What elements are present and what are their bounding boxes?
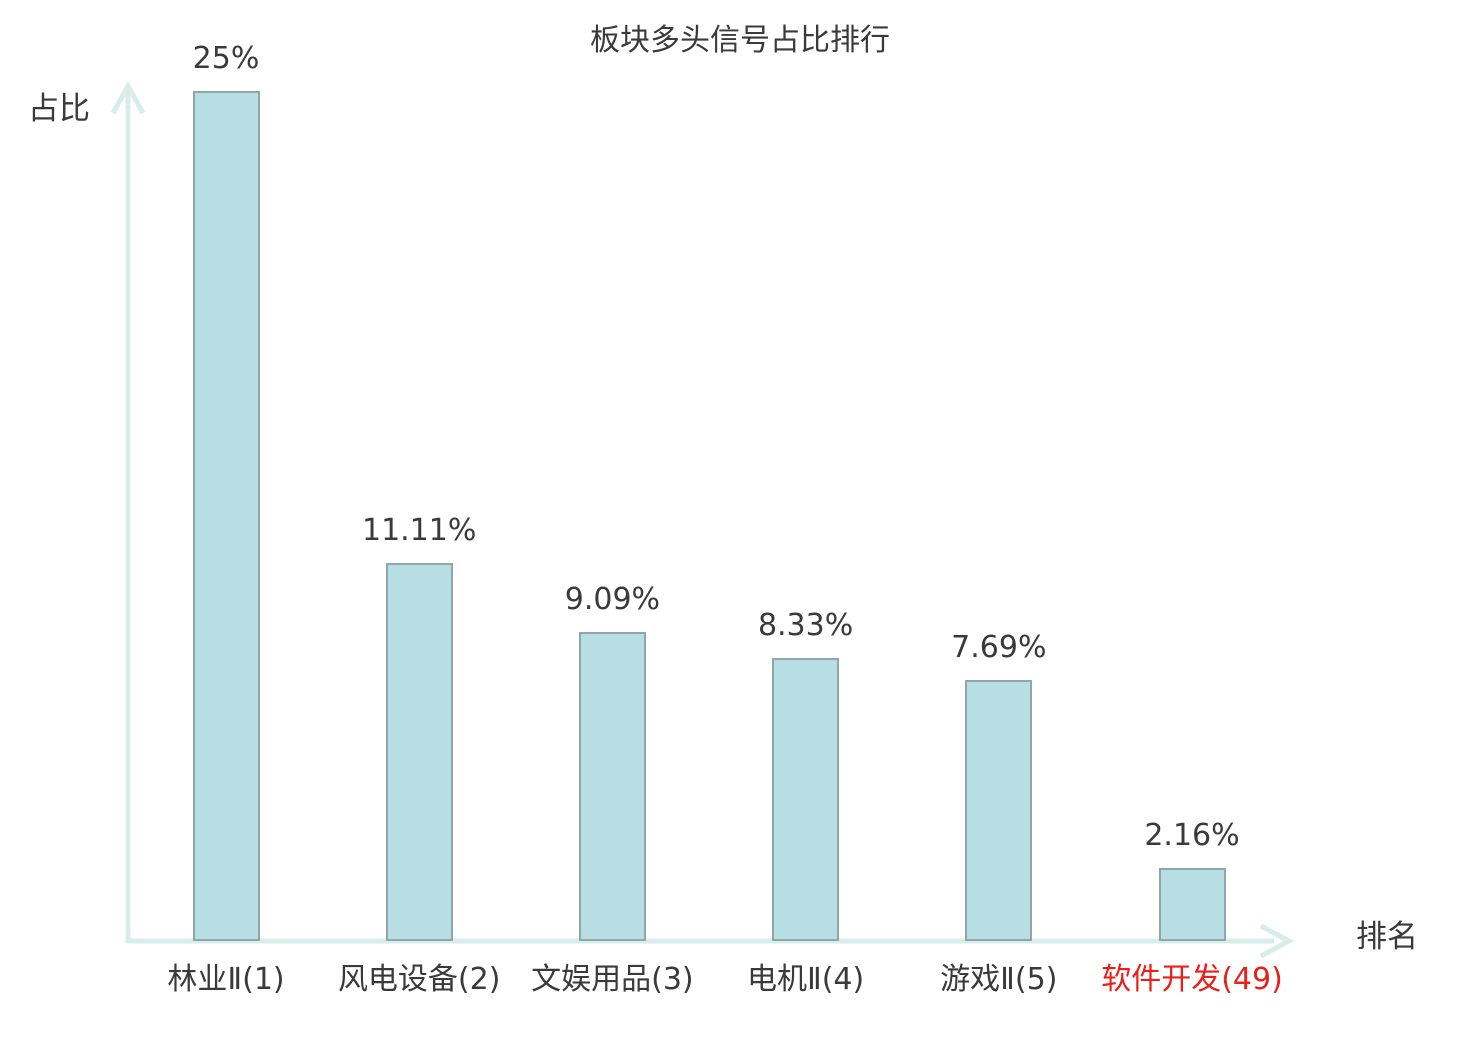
bar [385, 563, 453, 941]
chart-title: 板块多头信号占比排行 [590, 23, 890, 58]
bar-category-label: 软件开发(49) [1101, 962, 1283, 997]
bar-value-label: 9.09% [564, 581, 661, 617]
bar-value-label: 11.11% [361, 513, 477, 549]
x-axis-label: 排名 [1356, 919, 1418, 955]
y-axis-label: 占比 [28, 91, 90, 127]
bar [965, 679, 1033, 941]
bar-category-label: 文娱用品(3) [531, 962, 694, 997]
bar-category-label: 林业Ⅱ(1) [167, 962, 285, 997]
bar-value-label: 2.16% [1144, 817, 1240, 853]
y-axis-arrowhead [110, 80, 146, 115]
x-axis-arrowhead [1259, 923, 1295, 959]
bar [578, 631, 646, 941]
bar-category-label: 游戏Ⅱ(5) [940, 962, 1058, 997]
bar-category-label: 风电设备(2) [337, 962, 501, 997]
bar-value-label: 8.33% [757, 607, 854, 643]
bar [1158, 867, 1226, 941]
bar-value-label: 25% [192, 41, 260, 76]
bar [772, 657, 840, 941]
bar-category-label: 电机Ⅱ(4) [746, 962, 865, 997]
bar [192, 91, 260, 941]
bar-value-label: 7.69% [951, 629, 1047, 665]
